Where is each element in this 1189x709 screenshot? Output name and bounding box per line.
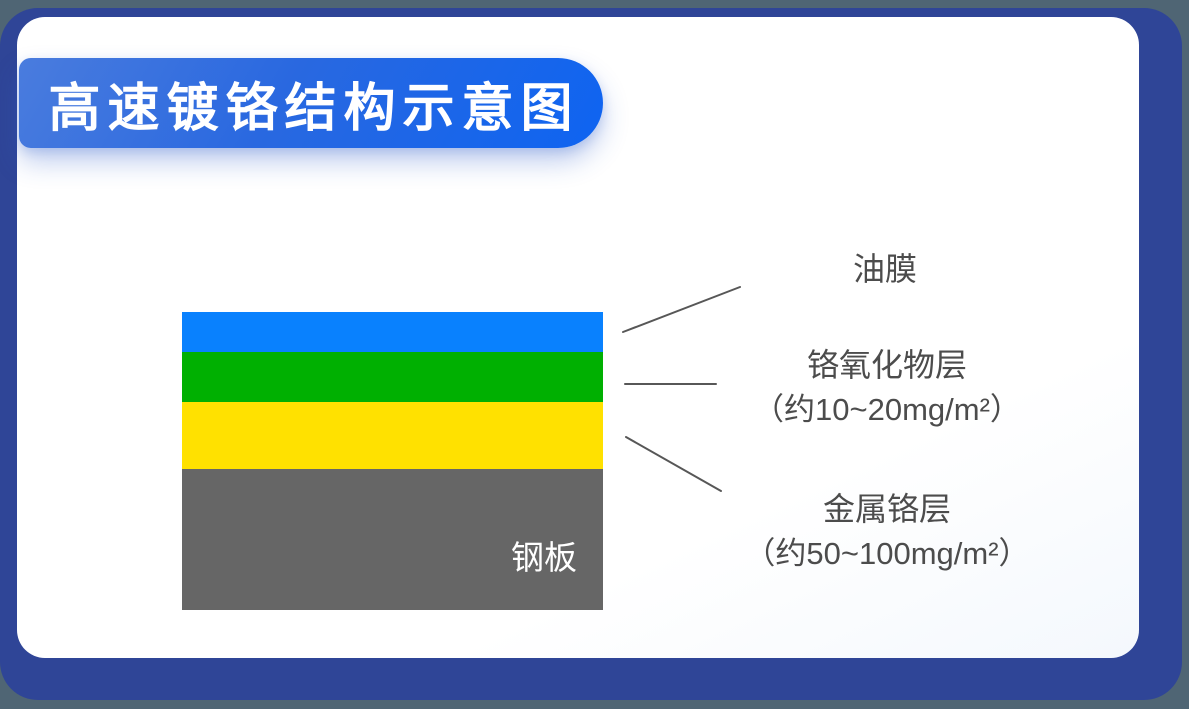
layer-metallic-chrome — [182, 402, 603, 469]
annotation-chrome-oxide-amount: （约10~20mg/m²） — [753, 392, 1021, 427]
layer-oil-film — [182, 312, 603, 352]
annotation-chrome-oxide: 铬氧化物层 （约10~20mg/m²） — [698, 343, 1076, 432]
annotation-chrome-oxide-label: 铬氧化物层 — [806, 347, 967, 383]
annotation-metallic-chrome-amount: （约50~100mg/m²） — [744, 536, 1030, 571]
annotation-metallic-chrome: 金属铬层 （约50~100mg/m²） — [698, 487, 1076, 576]
steel-plate-label: 钢板 — [511, 539, 577, 576]
layer-steel-plate: 钢板 — [182, 469, 603, 610]
annotation-metallic-chrome-label: 金属铬层 — [822, 491, 951, 527]
annotation-oil-film: 油膜 — [760, 247, 1010, 292]
page-title: 高速镀铬结构示意图 — [48, 79, 580, 138]
annotation-oil-film-label: 油膜 — [852, 251, 917, 287]
layer-chrome-oxide — [182, 352, 603, 402]
title-badge: 高速镀铬结构示意图 — [19, 58, 603, 148]
